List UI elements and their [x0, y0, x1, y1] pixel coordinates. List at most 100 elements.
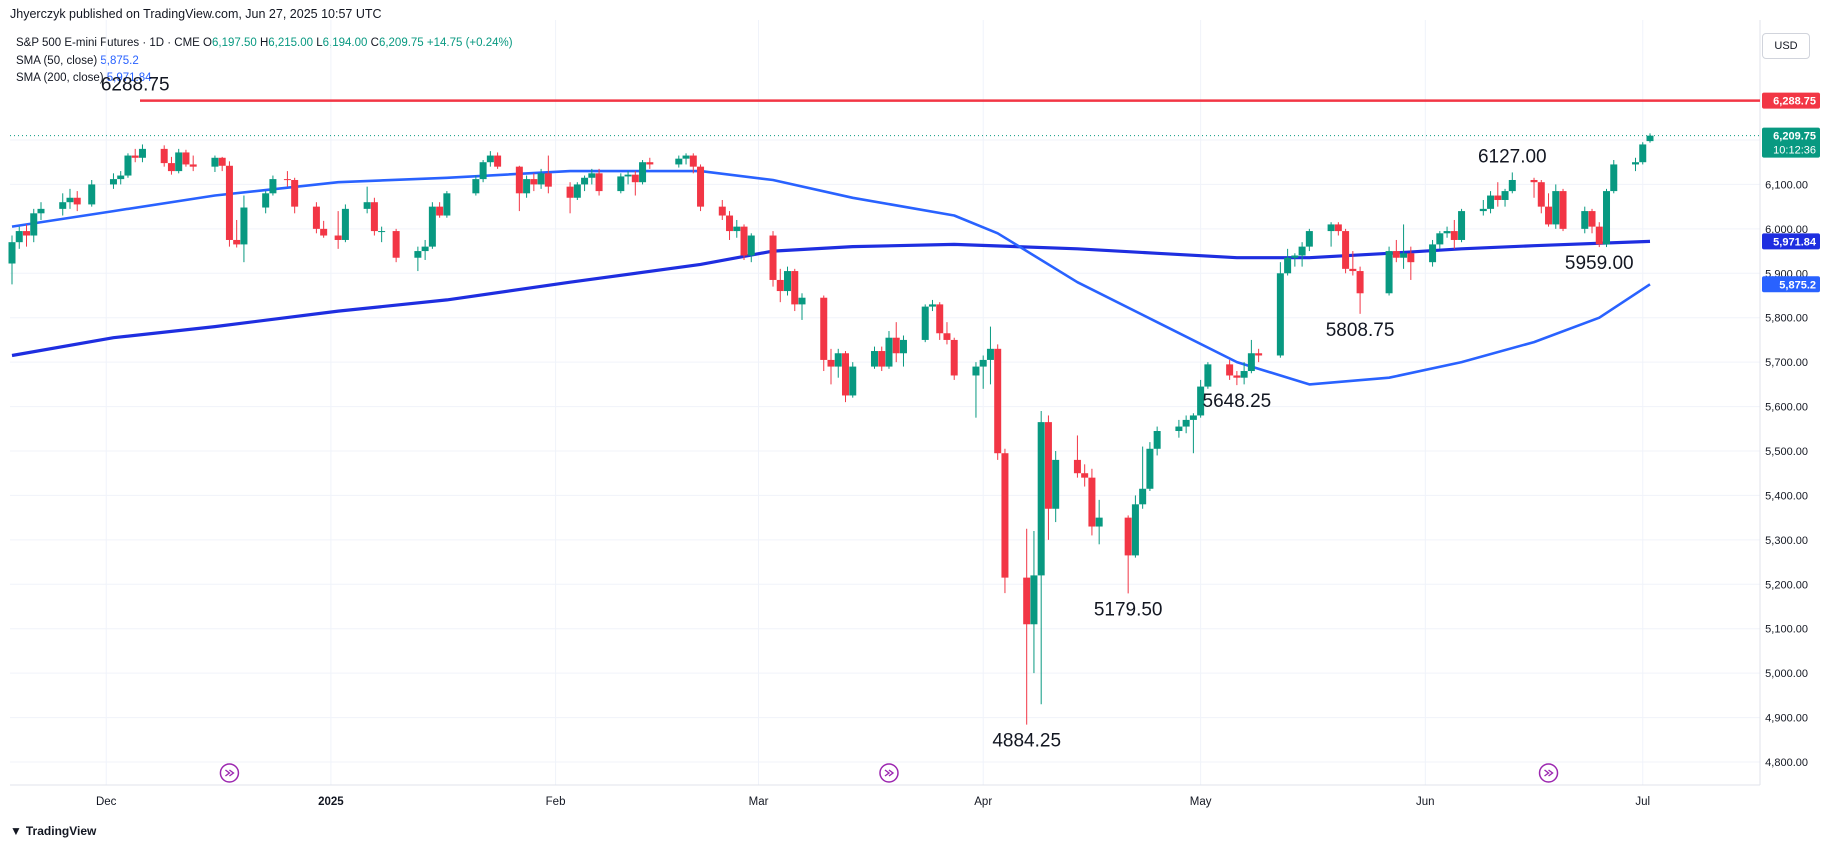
candle-body[interactable]: [588, 173, 596, 178]
candle-body[interactable]: [639, 162, 647, 183]
candle-body[interactable]: [1552, 191, 1560, 225]
candle-body[interactable]: [718, 206, 726, 216]
candle-body[interactable]: [1392, 251, 1400, 258]
currency-selector[interactable]: USD: [1762, 33, 1810, 59]
candle-body[interactable]: [523, 179, 531, 194]
candle-body[interactable]: [269, 179, 277, 194]
candle-body[interactable]: [312, 206, 320, 229]
candle-body[interactable]: [189, 164, 197, 167]
candle-body[interactable]: [972, 366, 980, 376]
candle-body[interactable]: [109, 179, 117, 185]
candle-body[interactable]: [1037, 422, 1045, 576]
candle-body[interactable]: [986, 348, 994, 360]
candle-body[interactable]: [1153, 431, 1161, 449]
candle-body[interactable]: [15, 231, 23, 243]
candle-body[interactable]: [175, 152, 183, 172]
candle-body[interactable]: [1436, 233, 1444, 245]
candle-body[interactable]: [1632, 162, 1640, 165]
candle-body[interactable]: [1182, 419, 1190, 427]
candle-body[interactable]: [1044, 422, 1052, 509]
candle-body[interactable]: [1501, 191, 1509, 200]
candle-body[interactable]: [1204, 364, 1212, 387]
candle-body[interactable]: [617, 176, 625, 192]
candle-body[interactable]: [1595, 226, 1603, 245]
candle-body[interactable]: [211, 157, 219, 167]
candle-body[interactable]: [182, 152, 190, 165]
candle-body[interactable]: [1429, 244, 1437, 263]
candle-body[interactable]: [30, 213, 38, 236]
candle-body[interactable]: [443, 193, 451, 216]
candle-body[interactable]: [167, 163, 175, 172]
candle-body[interactable]: [726, 215, 734, 232]
candle-body[interactable]: [1305, 231, 1313, 247]
candle-body[interactable]: [73, 197, 81, 205]
candle-body[interactable]: [689, 155, 697, 167]
candle-body[interactable]: [421, 246, 429, 252]
candle-body[interactable]: [1458, 211, 1466, 240]
candle-body[interactable]: [885, 337, 893, 367]
candle-body[interactable]: [341, 208, 349, 240]
candle-body[interactable]: [646, 162, 654, 165]
candle-body[interactable]: [240, 207, 248, 245]
candle-body[interactable]: [1494, 195, 1502, 200]
candle-body[interactable]: [1233, 375, 1241, 378]
candle-body[interactable]: [1073, 459, 1081, 474]
candle-body[interactable]: [1443, 231, 1451, 234]
candle-body[interactable]: [841, 353, 849, 396]
legend-sma200-row[interactable]: SMA (200, close) 5,971.84: [16, 70, 513, 88]
candle-body[interactable]: [88, 184, 96, 205]
candle-body[interactable]: [675, 158, 683, 165]
candle-body[interactable]: [124, 155, 132, 176]
candle-body[interactable]: [370, 202, 378, 232]
candle-body[interactable]: [537, 173, 545, 185]
candle-body[interactable]: [530, 179, 538, 185]
candle-body[interactable]: [950, 339, 958, 376]
candle-body[interactable]: [363, 202, 371, 209]
candle-body[interactable]: [791, 271, 799, 305]
candle-body[interactable]: [1226, 364, 1234, 376]
candle-body[interactable]: [1342, 231, 1350, 269]
candle-body[interactable]: [1479, 208, 1487, 212]
candle-body[interactable]: [1175, 426, 1183, 432]
sma200-label[interactable]: SMA (200, close): [16, 72, 104, 84]
candle-body[interactable]: [1081, 473, 1089, 478]
candle-body[interactable]: [1559, 191, 1567, 229]
candle-body[interactable]: [1385, 251, 1393, 294]
candle-body[interactable]: [414, 251, 422, 258]
candle-body[interactable]: [595, 173, 603, 192]
candle-body[interactable]: [320, 228, 328, 236]
candle-body[interactable]: [1255, 353, 1263, 356]
candle-body[interactable]: [37, 208, 45, 214]
candle-body[interactable]: [827, 359, 835, 367]
candle-body[interactable]: [66, 197, 74, 203]
candle-body[interactable]: [1487, 195, 1495, 209]
candle-body[interactable]: [1291, 255, 1299, 258]
candle-body[interactable]: [870, 351, 878, 367]
candle-body[interactable]: [747, 235, 755, 256]
candle-body[interactable]: [436, 206, 444, 216]
sma50-line[interactable]: [11, 169, 1651, 386]
candle-body[interactable]: [291, 179, 299, 207]
candle-body[interactable]: [1545, 206, 1553, 225]
candle-body[interactable]: [160, 148, 168, 164]
candle-body[interactable]: [1450, 231, 1458, 240]
candle-body[interactable]: [994, 348, 1002, 454]
candle-body[interactable]: [392, 231, 400, 258]
legend-sma50-row[interactable]: SMA (50, close) 5,875.2: [16, 53, 513, 71]
candle-body[interactable]: [218, 157, 226, 166]
candle-body[interactable]: [515, 166, 523, 194]
candle-body[interactable]: [1610, 164, 1618, 192]
candle-body[interactable]: [378, 231, 386, 233]
candle-body[interactable]: [1088, 477, 1096, 527]
candle-body[interactable]: [1146, 448, 1154, 489]
candle-body[interactable]: [544, 173, 552, 187]
candle-body[interactable]: [486, 155, 494, 163]
sma50-label[interactable]: SMA (50, close): [16, 54, 98, 67]
candle-body[interactable]: [878, 351, 886, 367]
candle-body[interactable]: [8, 242, 16, 264]
candle-body[interactable]: [428, 206, 436, 247]
candle-body[interactable]: [1537, 182, 1545, 207]
candle-body[interactable]: [979, 359, 987, 367]
price-axis-label[interactable]: [1762, 127, 1820, 158]
